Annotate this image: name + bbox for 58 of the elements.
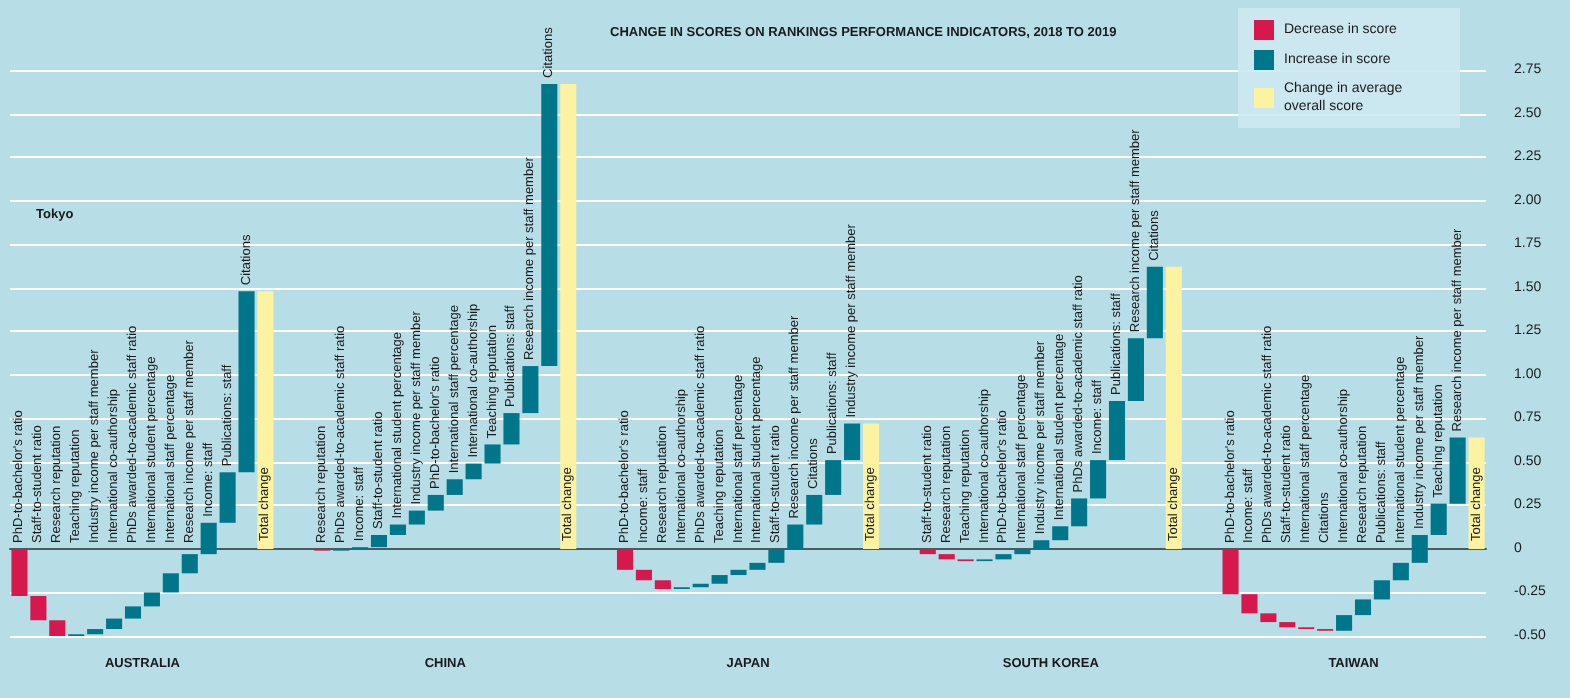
bar bbox=[938, 554, 955, 560]
bar bbox=[1052, 526, 1069, 541]
bar bbox=[749, 562, 766, 570]
bar bbox=[560, 83, 577, 549]
bar bbox=[106, 618, 123, 630]
bar bbox=[1241, 594, 1258, 614]
bar bbox=[49, 620, 66, 636]
bar bbox=[995, 554, 1012, 560]
bar bbox=[389, 524, 406, 535]
bar bbox=[635, 569, 652, 581]
bar bbox=[1430, 503, 1447, 535]
bar bbox=[1108, 400, 1126, 461]
bar bbox=[124, 606, 142, 619]
bar bbox=[162, 573, 179, 593]
bar bbox=[200, 522, 217, 555]
bar bbox=[465, 463, 482, 480]
bar bbox=[844, 423, 861, 461]
bar bbox=[1449, 437, 1466, 504]
bar bbox=[11, 548, 28, 596]
bar bbox=[446, 479, 463, 495]
bar bbox=[1354, 599, 1372, 616]
bar bbox=[1260, 613, 1277, 623]
bar bbox=[181, 554, 198, 574]
bar bbox=[1090, 460, 1107, 499]
bar bbox=[238, 291, 255, 473]
bar bbox=[616, 548, 634, 570]
bar bbox=[1165, 266, 1182, 549]
bar bbox=[370, 534, 388, 548]
bar bbox=[503, 413, 520, 445]
bar bbox=[541, 83, 558, 367]
bar bbox=[787, 524, 804, 549]
bar bbox=[1146, 266, 1163, 339]
bar bbox=[1127, 338, 1144, 401]
bar bbox=[87, 629, 104, 635]
bar bbox=[484, 444, 501, 464]
bar bbox=[257, 291, 274, 549]
bar bbox=[408, 510, 425, 525]
bar bbox=[219, 472, 236, 523]
bar bbox=[919, 548, 936, 555]
bar bbox=[1336, 615, 1353, 631]
bar bbox=[1373, 580, 1390, 600]
bar bbox=[1033, 540, 1050, 549]
bar bbox=[768, 548, 785, 563]
bar bbox=[427, 494, 444, 511]
bar bbox=[522, 366, 539, 414]
bar bbox=[730, 569, 747, 576]
bar bbox=[1411, 534, 1428, 563]
bar bbox=[711, 575, 728, 584]
bar bbox=[806, 494, 823, 525]
bar bbox=[654, 580, 671, 589]
bar bbox=[1222, 548, 1239, 595]
bar bbox=[1279, 622, 1296, 628]
bar bbox=[1071, 498, 1088, 527]
bar bbox=[825, 460, 842, 495]
bar bbox=[1014, 548, 1031, 555]
bar bbox=[1392, 562, 1409, 581]
bar bbox=[30, 595, 47, 621]
bar bbox=[143, 592, 160, 607]
